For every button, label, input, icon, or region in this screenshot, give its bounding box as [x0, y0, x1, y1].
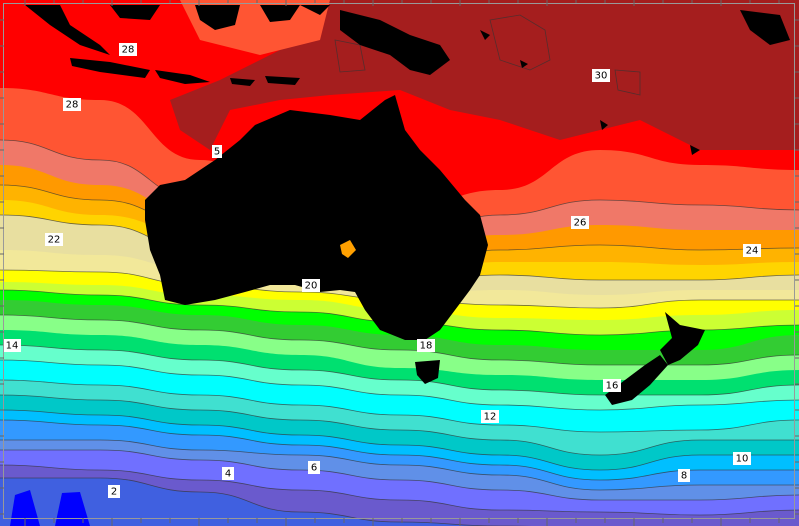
- svg-text:16: 16: [606, 381, 619, 392]
- borneo-sulawesi-islands: [110, 5, 300, 30]
- contour-line: [0, 394, 799, 456]
- contour-label: 30: [592, 69, 610, 82]
- new-zealand-south-island: [605, 355, 668, 405]
- map-border: [3, 3, 795, 519]
- contour-label: 6: [308, 461, 320, 474]
- contour-label: 28: [119, 43, 137, 56]
- svg-text:4: 4: [225, 469, 231, 480]
- svg-text:24: 24: [746, 246, 759, 257]
- lake-eyre: [340, 240, 356, 258]
- new-guinea: [300, 5, 450, 75]
- contour-line: [0, 344, 799, 396]
- tasmania: [415, 360, 440, 384]
- contour-label: 20: [302, 279, 320, 292]
- contour-line: [0, 379, 799, 433]
- contour-label: 10: [733, 452, 751, 465]
- svg-text:6: 6: [311, 463, 317, 474]
- svg-text:30: 30: [595, 71, 608, 82]
- svg-text:18: 18: [420, 341, 433, 352]
- sumatra-java-islands: [25, 5, 210, 84]
- svg-text:12: 12: [484, 412, 497, 423]
- contour-label: 4: [222, 467, 234, 480]
- contour-line: [0, 449, 799, 501]
- temperature-band: [0, 477, 799, 526]
- contour-label: 22: [45, 233, 63, 246]
- contour-line: [0, 419, 799, 481]
- contour-label: 12: [481, 410, 499, 423]
- land-masses: [25, 5, 790, 405]
- contour-line: [0, 359, 799, 411]
- svg-text:14: 14: [6, 341, 19, 352]
- contour-label: 5: [212, 145, 222, 158]
- contour-labels: 28 28 30 26 24 22 20 14 18 16 12 10 8 6 …: [3, 43, 761, 498]
- contour-line: [0, 439, 799, 491]
- band-below-2: [10, 490, 90, 526]
- svg-text:8: 8: [681, 471, 687, 482]
- svg-text:22: 22: [48, 235, 61, 246]
- svg-text:5: 5: [214, 147, 220, 158]
- australia: [145, 95, 488, 340]
- contour-line: [0, 464, 799, 516]
- svg-text:28: 28: [122, 45, 135, 56]
- contour-label: 2: [108, 485, 120, 498]
- contour-line: [0, 409, 799, 471]
- contour-label: 14: [3, 339, 21, 352]
- contour-label: 16: [603, 379, 621, 392]
- contour-label: 26: [571, 216, 589, 229]
- contour-line: [0, 477, 533, 526]
- contour-label: 18: [417, 339, 435, 352]
- svg-text:20: 20: [305, 281, 318, 292]
- contour-label: 28: [63, 98, 81, 111]
- new-zealand-north-island: [660, 312, 705, 365]
- svg-text:28: 28: [66, 100, 79, 111]
- band-above-30: [170, 0, 799, 150]
- svg-text:10: 10: [736, 454, 749, 465]
- contour-label: 8: [678, 469, 690, 482]
- svg-text:26: 26: [574, 218, 587, 229]
- contour-line-30: [334, 14, 641, 96]
- svg-text:2: 2: [111, 487, 117, 498]
- contour-label: 24: [743, 244, 761, 257]
